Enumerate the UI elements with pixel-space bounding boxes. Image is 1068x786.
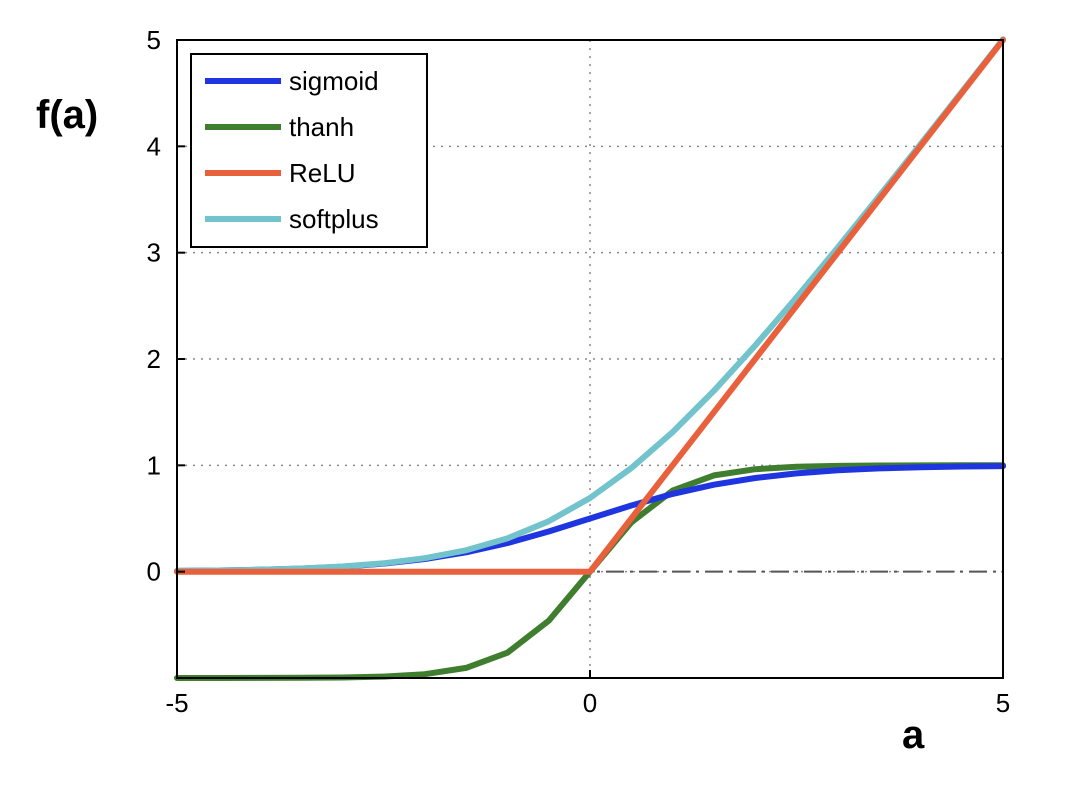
x-tick-label-0: -5	[165, 688, 188, 718]
x-tick-label-2: 5	[996, 688, 1010, 718]
legend-label-thanh: thanh	[289, 112, 354, 142]
y-axis-ticks: 0 1 2 3 4 5	[147, 25, 185, 587]
legend: sigmoid thanh ReLU softplus	[190, 53, 428, 248]
y-tick-label-2: 2	[147, 344, 161, 374]
x-axis-ticks: -5 0 5	[165, 670, 1010, 718]
series-line-relu	[174, 37, 1006, 575]
y-tick-label-1: 1	[147, 450, 161, 480]
legend-box	[190, 53, 428, 248]
y-tick-label-4: 4	[147, 131, 161, 161]
legend-label-relu: ReLU	[289, 158, 355, 188]
legend-label-sigmoid: sigmoid	[289, 66, 379, 96]
legend-label-softplus: softplus	[289, 204, 379, 234]
y-tick-label-5: 5	[147, 25, 161, 55]
x-tick-label-1: 0	[583, 688, 597, 718]
y-tick-label-3: 3	[147, 238, 161, 268]
y-tick-label-0: 0	[147, 557, 161, 587]
y-axis-label: f(a)	[36, 93, 98, 137]
x-axis-label: a	[902, 713, 925, 757]
